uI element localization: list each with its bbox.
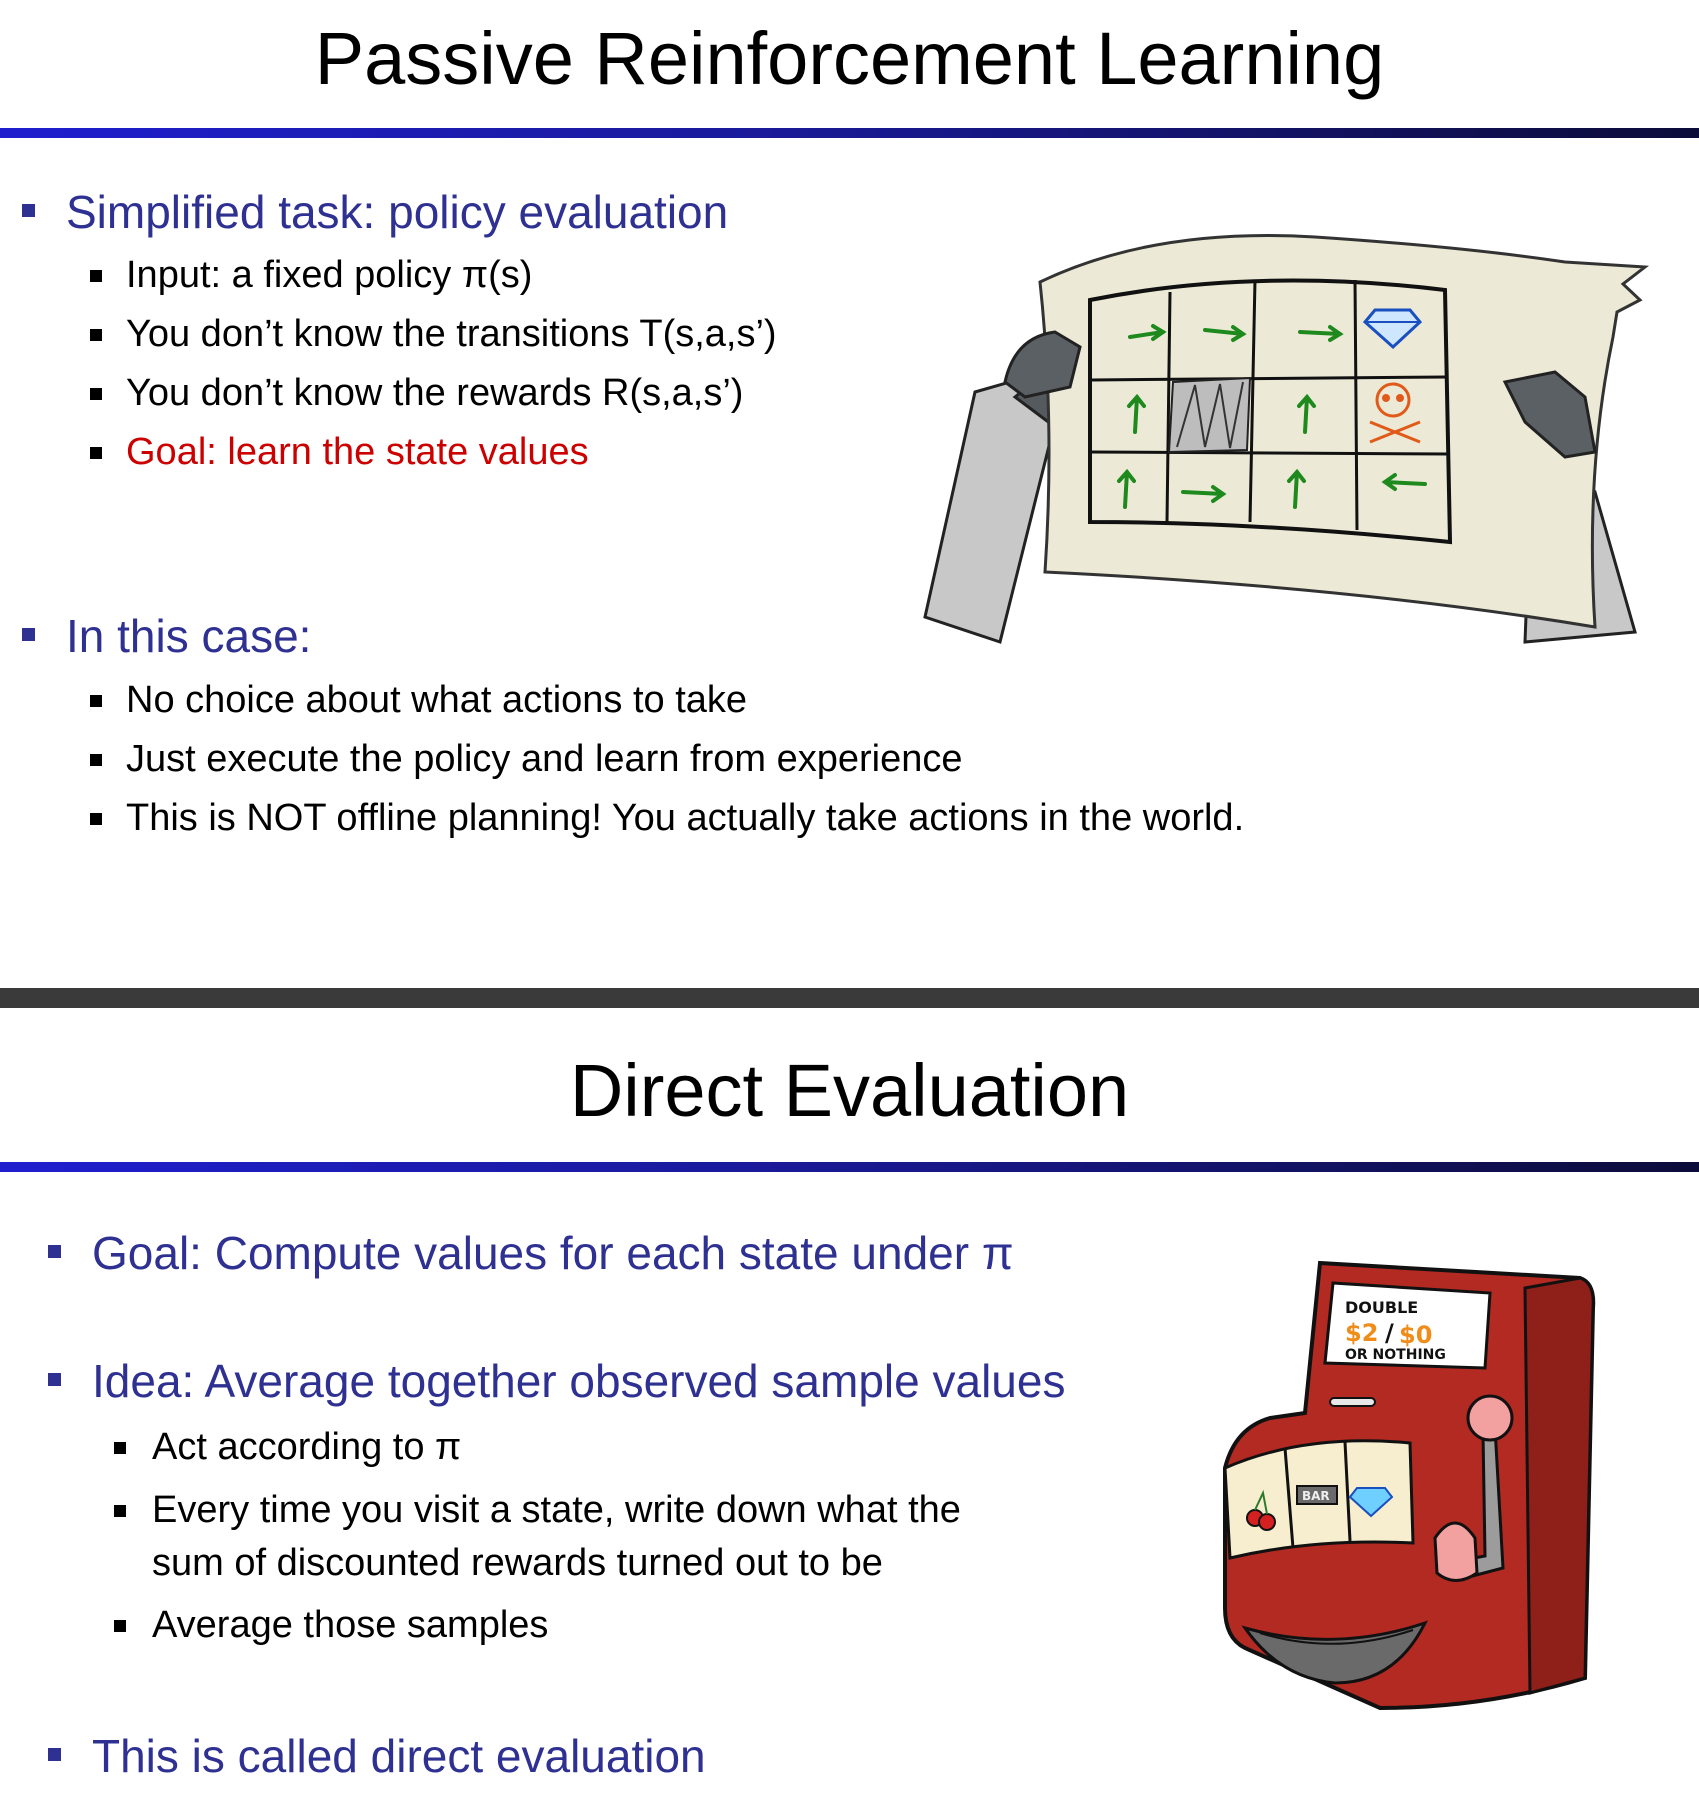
slot-screen-amount-a: $2 [1345,1319,1378,1347]
sub-bullet-act-according: Act according to π [152,1426,462,1468]
bullet-marker [48,1748,61,1761]
bullet-in-this-case: In this case: [66,610,312,662]
slide-title: Direct Evaluation [569,1049,1130,1132]
slot-reel-bar: BAR [1302,1489,1330,1503]
robot-holding-gridworld-map-icon [923,233,1650,644]
sub-bullet-marker [114,1442,126,1454]
title-underline [0,128,1699,138]
sub-bullet-every-time: Every time you visit a state, write down… [152,1489,961,1531]
sub-bullet-no-choice: No choice about what actions to take [126,679,748,721]
svg-text:/: / [1385,1319,1394,1347]
bullet-goal-compute-values: Goal: Compute values for each state unde… [92,1227,1014,1279]
sub-bullet-marker [90,754,102,766]
slide-separator [0,988,1699,1008]
sub-bullet-average-samples: Average those samples [152,1604,549,1646]
bullet-marker [22,628,35,641]
slot-machine-icon: DOUBLE $2 / $0 OR NOTHING BAR [1223,1260,1596,1711]
slot-screen-line3: OR NOTHING [1345,1347,1446,1363]
bullet-simplified-task: Simplified task: policy evaluation [66,186,729,238]
sub-bullet-marker [90,388,102,400]
sub-bullet-marker [90,695,102,707]
sub-bullet-marker [90,329,102,341]
sub-bullet-input: Input: a fixed policy π(s) [126,254,533,296]
title-underline [0,1162,1699,1172]
sub-bullet-every-time-cont: sum of discounted rewards turned out to … [152,1542,883,1584]
slide-title: Passive Reinforcement Learning [314,17,1385,100]
bullet-marker [22,204,35,217]
sub-bullet-goal: Goal: learn the state values [126,431,589,473]
bullet-called-direct-evaluation: This is called direct evaluation [92,1730,706,1782]
bullet-marker [48,1373,61,1386]
sub-bullet-not-offline: This is NOT offline planning! You actual… [126,797,1245,839]
slot-screen-line1: DOUBLE [1345,1298,1418,1317]
slide-direct-evaluation: Direct Evaluation Goal: Compute values f… [0,1008,1699,1819]
bullet-idea-average: Idea: Average together observed sample v… [92,1355,1066,1407]
bullet-marker [48,1245,61,1258]
sub-bullet-marker [90,813,102,825]
sub-bullet-transitions: You don’t know the transitions T(s,a,s’) [126,313,777,355]
sub-bullet-marker [114,1505,126,1517]
sub-bullet-marker [90,447,102,459]
sub-bullet-execute-policy: Just execute the policy and learn from e… [126,738,963,780]
slot-screen-amount-b: $0 [1399,1321,1432,1349]
sub-bullet-marker [90,270,102,282]
sub-bullet-rewards: You don’t know the rewards R(s,a,s’) [126,372,744,414]
slide-passive-rl: Passive Reinforcement Learning Simplifie… [0,17,1699,839]
sub-bullet-marker [114,1620,126,1632]
